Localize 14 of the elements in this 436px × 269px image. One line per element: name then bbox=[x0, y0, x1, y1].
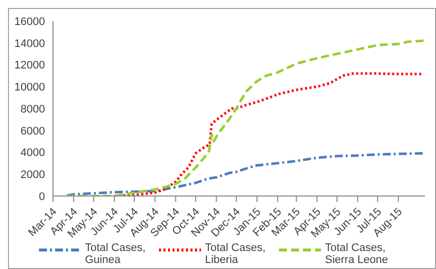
line-series bbox=[66, 152, 425, 196]
y-tick-label: 4000 bbox=[20, 147, 45, 160]
y-tick-label: 8000 bbox=[20, 103, 45, 116]
line-series bbox=[66, 39, 425, 196]
y-tick-label: 12000 bbox=[14, 60, 45, 72]
legend-label: Total Cases, Sierra Leone bbox=[325, 242, 389, 266]
y-tick-label: 10000 bbox=[14, 82, 45, 94]
y-tick-label: 14000 bbox=[14, 38, 45, 50]
y-tick-label: 16000 bbox=[14, 16, 45, 28]
y-tick-label: 0 bbox=[38, 190, 45, 203]
y-tick-label: 2000 bbox=[20, 169, 45, 182]
legend-label: Total Cases, Guinea bbox=[85, 242, 147, 266]
legend-label: Total Cases, Liberia bbox=[205, 242, 267, 266]
y-tick-label: 6000 bbox=[20, 125, 45, 138]
